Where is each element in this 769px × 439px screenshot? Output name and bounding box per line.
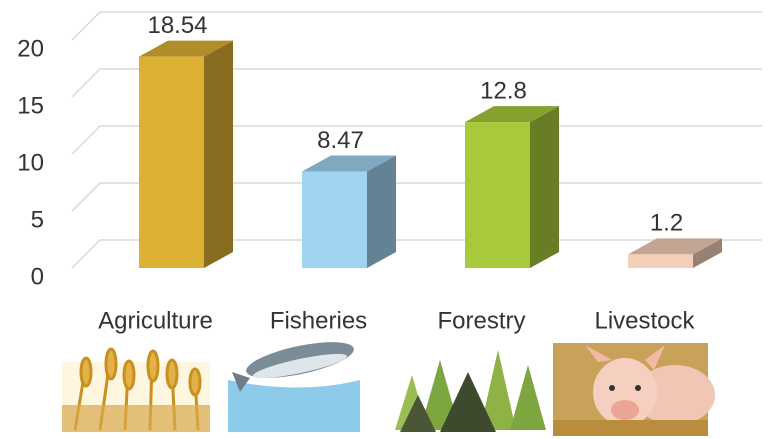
grid-line <box>71 11 762 41</box>
bar-top <box>628 238 722 255</box>
y-tick-label: 20 <box>17 35 44 62</box>
x-tick-label: Livestock <box>594 307 695 334</box>
x-tick-label: Agriculture <box>98 307 213 334</box>
grid-line <box>71 68 762 98</box>
bar <box>139 56 204 269</box>
y-tick-label: 15 <box>17 92 44 119</box>
trees-image <box>395 350 546 432</box>
bar-top <box>465 106 559 123</box>
pig-image <box>553 343 715 436</box>
value-label: 18.54 <box>147 12 207 39</box>
bar-top <box>139 40 233 57</box>
bar <box>628 254 693 268</box>
value-label: 12.8 <box>480 77 527 104</box>
fish-image <box>228 342 360 432</box>
y-tick-label: 0 <box>31 263 44 290</box>
x-tick-label: Forestry <box>437 307 525 334</box>
wheat-image <box>62 347 210 432</box>
y-tick-label: 10 <box>17 149 44 176</box>
bar-side <box>204 40 233 269</box>
x-tick-label: Fisheries <box>270 307 367 334</box>
bar-side <box>693 238 722 268</box>
value-label: 8.47 <box>317 127 364 154</box>
value-label: 1.2 <box>650 210 683 237</box>
bar <box>302 171 367 268</box>
bar-top <box>302 155 396 172</box>
bar-side <box>530 106 559 268</box>
bar <box>465 122 530 268</box>
bar-side <box>367 155 396 268</box>
y-tick-label: 5 <box>31 206 44 233</box>
illustrations <box>62 342 715 436</box>
